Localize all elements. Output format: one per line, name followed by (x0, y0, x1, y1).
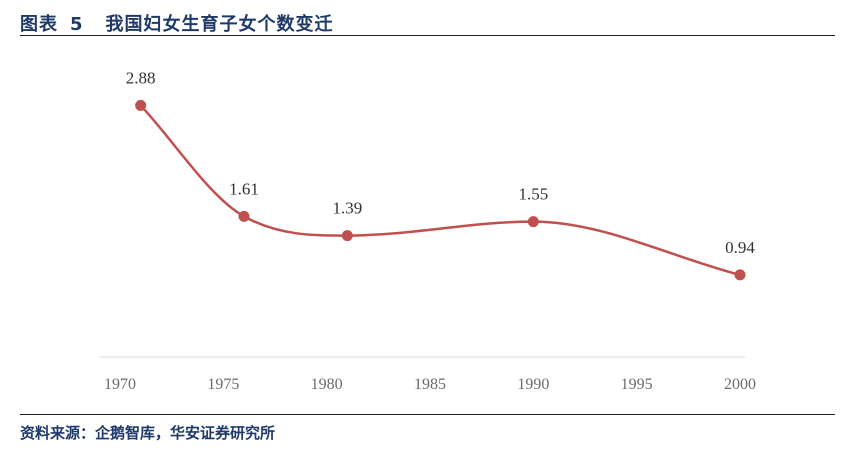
x-tick-label: 1990 (517, 376, 549, 393)
line-chart: 1970 1975 1980 1985 1990 1995 2000 2.88 1.61 1.3… (100, 68, 756, 393)
data-labels: 2.88 1.61 1.39 1.55 0.94 (126, 68, 756, 256)
figure-header: 图表 5 我国妇女生育子女个数变迁 (20, 8, 835, 36)
data-point (734, 269, 746, 281)
chart-title: 我国妇女生育子女个数变迁 (105, 14, 334, 35)
x-axis: 1970 1975 1980 1985 1990 1995 2000 (100, 356, 756, 393)
figure-footer: 资料来源：企鹅智库，华安证券研究所 (20, 414, 835, 448)
x-tick-label: 1975 (207, 376, 239, 393)
data-label: 1.55 (518, 185, 548, 204)
data-label: 2.88 (126, 68, 156, 87)
figure-label: 图表 (20, 14, 58, 35)
figure-title: 图表 5 我国妇女生育子女个数变迁 (20, 10, 334, 36)
series-layer (135, 99, 746, 281)
figure-number: 5 (70, 14, 84, 35)
x-tick-label: 1970 (104, 376, 136, 393)
x-tick-label: 1985 (414, 376, 446, 393)
data-point (341, 230, 353, 242)
data-point (238, 210, 250, 222)
data-label: 1.39 (332, 199, 362, 218)
x-tick-label: 1980 (311, 376, 343, 393)
source-note: 资料来源：企鹅智库，华安证券研究所 (20, 424, 276, 442)
x-tick-label: 2000 (724, 376, 756, 393)
series-line (139, 104, 741, 277)
data-label: 1.61 (229, 179, 259, 198)
data-point (527, 216, 539, 228)
x-tick-label: 1995 (621, 376, 653, 393)
data-label: 0.94 (725, 238, 755, 257)
data-point (135, 99, 147, 111)
